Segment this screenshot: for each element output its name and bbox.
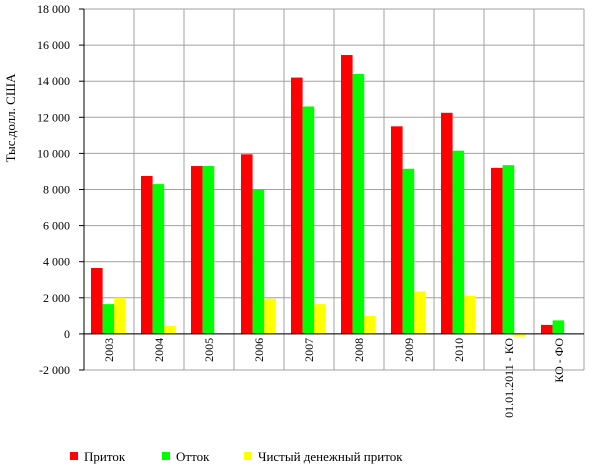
y-tick-label: 2 000	[43, 291, 70, 305]
x-tick-label: 2009	[402, 338, 416, 362]
y-axis-label: Тыс.долл. США	[3, 73, 18, 162]
y-tick-labels: -2 000 0 2 000 4 000 6 000 8 000 10 000 12 000 1…	[37, 2, 70, 377]
bar	[264, 298, 276, 334]
bar	[364, 315, 376, 334]
y-tick-label: 10 000	[37, 146, 70, 160]
bar	[391, 126, 403, 334]
legend-swatch	[70, 452, 78, 460]
x-tick-label: 2010	[452, 338, 466, 362]
x-tick-label: 2005	[202, 338, 216, 362]
bar	[302, 106, 315, 334]
y-tick-label: 16 000	[37, 38, 70, 52]
legend-label: Чистый денежный приток	[258, 449, 403, 464]
legend-swatch	[162, 452, 170, 460]
bar	[502, 165, 515, 334]
legend-label: Приток	[84, 449, 126, 464]
bar	[441, 112, 453, 334]
bar	[414, 291, 426, 334]
bar	[202, 166, 215, 334]
bar	[141, 175, 153, 334]
bar	[541, 324, 553, 334]
bar	[91, 268, 103, 334]
x-tick-label: 2004	[152, 338, 166, 362]
bar	[191, 166, 203, 334]
bar	[114, 297, 126, 334]
x-tick-label: КО - ФО	[552, 338, 566, 383]
bar	[164, 325, 176, 334]
bar	[552, 320, 565, 334]
bar	[314, 304, 326, 334]
bar	[402, 168, 415, 334]
y-tick-label: 6 000	[43, 219, 70, 233]
bar	[514, 333, 526, 337]
bar	[152, 184, 165, 334]
y-tick-label: 4 000	[43, 255, 70, 269]
bar	[102, 304, 115, 334]
bar	[241, 154, 253, 334]
y-tick-label: 12 000	[37, 110, 70, 124]
x-tick-label: 01.01.2011 - КО	[502, 338, 516, 418]
x-tick-label: 2006	[252, 338, 266, 362]
bar	[464, 295, 476, 334]
y-tick-label: -2 000	[39, 363, 70, 377]
x-tick-label: 2008	[352, 338, 366, 362]
bars	[91, 55, 576, 337]
bar	[491, 167, 503, 334]
y-tick-label: 8 000	[43, 183, 70, 197]
y-tick-label: 14 000	[37, 74, 70, 88]
x-tick-label: 2007	[302, 338, 316, 362]
legend-swatch	[244, 452, 252, 460]
bar	[352, 73, 365, 334]
legend-label: Отток	[176, 449, 210, 464]
y-tick-label: 18 000	[37, 2, 70, 16]
y-tick-label: 0	[64, 327, 70, 341]
bar	[291, 77, 303, 334]
bar	[252, 189, 265, 334]
bar	[341, 55, 353, 334]
x-tick-labels: 2003 2004 2005 2006 2007 2008 2009 2010 01.01.20…	[102, 338, 566, 418]
axes	[79, 8, 584, 371]
bar	[452, 150, 465, 334]
x-tick-label: 2003	[102, 338, 116, 362]
legend: Приток Отток Чистый денежный приток	[70, 449, 403, 464]
